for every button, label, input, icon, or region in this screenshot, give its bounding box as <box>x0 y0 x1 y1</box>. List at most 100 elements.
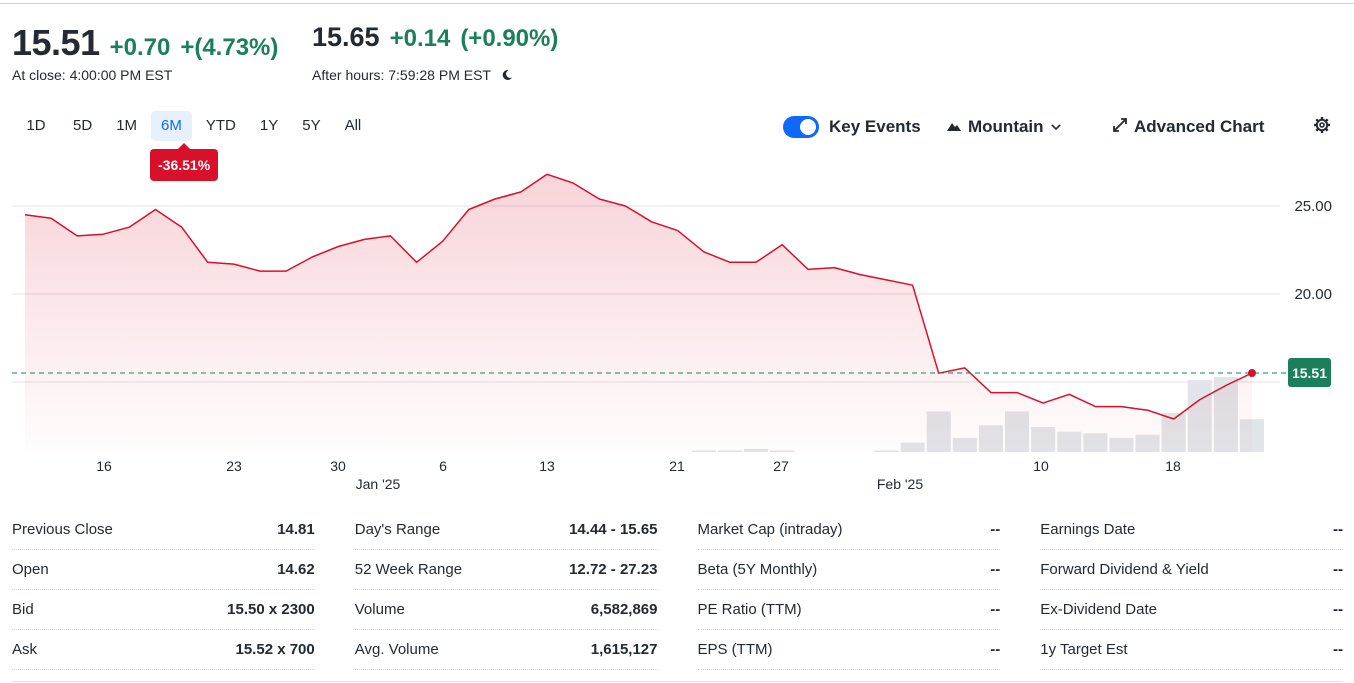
chart-settings-button[interactable] <box>1313 115 1331 139</box>
stat-value: -- <box>1333 641 1343 658</box>
stat-value: 14.81 <box>277 521 315 538</box>
x-tick-27: 27 <box>773 458 789 474</box>
stats-column-4: Earnings Date -- Forward Dividend & Yield… <box>1040 510 1343 670</box>
close-time-text: At close: 4:00:00 PM EST <box>12 67 173 83</box>
stat-row: 1y Target Est -- <box>1040 630 1343 670</box>
stat-label: Beta (5Y Monthly) <box>697 561 818 578</box>
chevron-down-icon <box>1050 117 1062 137</box>
stat-value: 15.52 x 700 <box>235 641 315 658</box>
stat-row: Previous Close 14.81 <box>12 510 315 550</box>
stat-row: Market Cap (intraday) -- <box>697 510 1001 550</box>
stat-label: Day's Range <box>354 521 441 538</box>
last-price-tag: 15.51 <box>1288 358 1331 388</box>
stat-label: Previous Close <box>12 521 113 538</box>
x-tick-18: 18 <box>1165 458 1181 474</box>
stat-label: 52 Week Range <box>354 561 463 578</box>
month-label-jan: Jan '25 <box>356 476 401 492</box>
month-label-feb: Feb '25 <box>877 476 923 492</box>
stat-value: 12.72 - 27.23 <box>569 561 658 578</box>
range-tab-all[interactable]: All <box>344 117 362 134</box>
range-change-badge: -36.51% <box>150 143 219 181</box>
mountain-icon <box>946 117 962 137</box>
stat-row: EPS (TTM) -- <box>697 630 1001 670</box>
stat-label: Earnings Date <box>1040 521 1136 538</box>
chart-type-dropdown[interactable]: Mountain <box>946 115 1062 139</box>
stat-value: 14.62 <box>277 561 315 578</box>
stat-label: Forward Dividend & Yield <box>1040 561 1209 578</box>
stat-label: Bid <box>12 601 34 618</box>
price-chart[interactable]: 25.00 20.00 15.51 16 23 30 6 13 21 27 10… <box>0 150 1354 500</box>
range-tab-ytd[interactable]: YTD <box>205 117 236 134</box>
close-price: 15.51 <box>12 22 100 63</box>
top-divider <box>0 3 1354 4</box>
stat-value: -- <box>990 641 1001 658</box>
quote-after-hours: 15.65 +0.14 (+0.90%) <box>312 22 558 53</box>
stat-label: EPS (TTM) <box>697 641 773 658</box>
x-tick-10: 10 <box>1033 458 1049 474</box>
stat-row: Open 14.62 <box>12 550 315 590</box>
stat-value: 1,615,127 <box>590 641 658 658</box>
y-tick-25: 25.00 <box>1294 198 1332 215</box>
range-tab-1d[interactable]: 1D <box>26 117 46 134</box>
stat-row: Ex-Dividend Date -- <box>1040 590 1343 630</box>
stat-label: PE Ratio (TTM) <box>697 601 802 618</box>
chart-type-label: Mountain <box>968 117 1044 136</box>
stat-value: -- <box>990 601 1001 618</box>
range-tab-1y[interactable]: 1Y <box>259 117 279 134</box>
close-change-pct: +(4.73%) <box>180 34 279 61</box>
range-tab-1m[interactable]: 1M <box>116 117 138 134</box>
x-tick-16: 16 <box>96 458 112 474</box>
stat-value: 15.50 x 2300 <box>227 601 315 618</box>
toggle-switch[interactable] <box>783 116 819 138</box>
after-hours-time: After hours: 7:59:28 PM EST <box>312 67 513 83</box>
quote-close: 15.51 +0.70 +(4.73%) <box>12 22 278 64</box>
y-tick-20: 20.00 <box>1294 286 1332 303</box>
gear-icon <box>1313 116 1331 139</box>
x-tick-13: 13 <box>539 458 555 474</box>
x-tick-30: 30 <box>330 458 346 474</box>
stat-label: Open <box>12 561 49 578</box>
stat-label: Avg. Volume <box>354 641 439 658</box>
stat-value: -- <box>990 521 1001 538</box>
stat-label: Ask <box>12 641 38 658</box>
stats-column-2: Day's Range 14.44 - 15.65 52 Week Range 12… <box>354 510 658 670</box>
last-price-point <box>1248 369 1256 378</box>
stat-value: -- <box>1333 521 1343 538</box>
stat-row: 52 Week Range 12.72 - 27.23 <box>354 550 658 590</box>
price-area <box>25 174 1252 453</box>
bottom-divider <box>12 681 1343 682</box>
stat-row: Avg. Volume 1,615,127 <box>354 630 658 670</box>
quote-statistics: Previous Close 14.81 Open 14.62 Bid 15.50 x… <box>12 510 1343 670</box>
range-tab-5y[interactable]: 5Y <box>302 117 321 134</box>
stat-row: PE Ratio (TTM) -- <box>697 590 1001 630</box>
moon-icon <box>501 69 513 81</box>
range-tabs: 1D 5D 1M 6M YTD 1Y 5Y All <box>13 111 375 141</box>
key-events-label: Key Events <box>829 117 921 136</box>
range-tab-6m[interactable]: 6M <box>151 111 192 141</box>
stat-row: Forward Dividend & Yield -- <box>1040 550 1343 590</box>
stats-column-3: Market Cap (intraday) -- Beta (5Y Monthly… <box>697 510 1001 670</box>
x-tick-23: 23 <box>226 458 242 474</box>
stat-value: -- <box>1333 561 1343 578</box>
close-time: At close: 4:00:00 PM EST <box>12 67 172 83</box>
after-hours-change: +0.14 <box>389 25 451 52</box>
price-line <box>24 173 1253 420</box>
stat-value: -- <box>1333 601 1343 618</box>
stat-value: -- <box>990 561 1001 578</box>
stat-label: Volume <box>354 601 405 618</box>
stat-row: Ask 15.52 x 700 <box>12 630 315 670</box>
after-hours-price: 15.65 <box>312 22 380 52</box>
after-hours-time-text: After hours: 7:59:28 PM EST <box>312 67 491 83</box>
advanced-chart-label: Advanced Chart <box>1134 117 1265 136</box>
last-price-tag-bg <box>1288 358 1331 388</box>
stats-column-1: Previous Close 14.81 Open 14.62 Bid 15.50 x… <box>12 510 315 670</box>
stat-row: Beta (5Y Monthly) -- <box>697 550 1001 590</box>
stat-row: Earnings Date -- <box>1040 510 1343 550</box>
stat-row: Volume 6,582,869 <box>354 590 658 630</box>
stat-row: Day's Range 14.44 - 15.65 <box>354 510 658 550</box>
key-events-toggle[interactable]: Key Events <box>783 115 921 139</box>
advanced-chart-button[interactable]: Advanced Chart <box>1112 115 1264 139</box>
range-tab-5d[interactable]: 5D <box>73 117 93 134</box>
x-tick-6: 6 <box>439 458 447 474</box>
stat-label: Ex-Dividend Date <box>1040 601 1157 618</box>
